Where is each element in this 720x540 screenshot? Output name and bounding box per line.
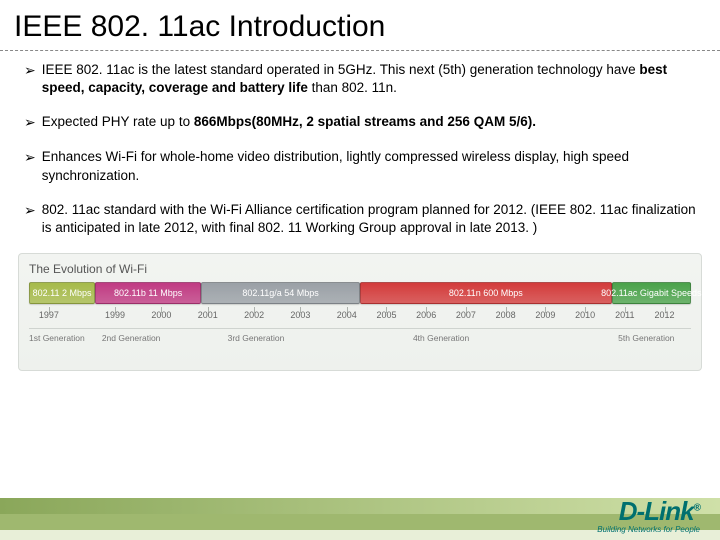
year-label: 2006 — [416, 310, 436, 320]
bullet-item: ➢Enhances Wi-Fi for whole-home video dis… — [24, 148, 696, 184]
generation-label: 3rd Generation — [228, 333, 285, 343]
timeline-bar: 802.11n 600 Mbps — [360, 282, 612, 304]
bullet-arrow-icon: ➢ — [24, 61, 36, 97]
year-label: 2011 — [615, 310, 634, 320]
timeline-generations: 1st Generation 2nd Generation 3rd Generati… — [29, 328, 691, 342]
bullet-arrow-icon: ➢ — [24, 148, 36, 184]
year-label: 2010 — [575, 310, 595, 320]
bullet-item: ➢802. 11ac standard with the Wi-Fi Allia… — [24, 201, 696, 237]
year-label: 2009 — [535, 310, 555, 320]
bullet-text: Expected PHY rate up to 866Mbps(80MHz, 2… — [42, 113, 696, 132]
year-label: 2003 — [290, 310, 310, 320]
timeline-card: The Evolution of Wi-Fi 802.11 2 Mbps802.… — [18, 253, 702, 371]
year-label: 2000 — [151, 310, 171, 320]
timeline-bar: 802.11b 11 Mbps — [95, 282, 201, 304]
generation-label: 1st Generation — [29, 333, 85, 343]
year-label: 1999 — [105, 310, 125, 320]
footer: D-Link® Building Networks for People — [0, 488, 720, 540]
generation-label: 4th Generation — [413, 333, 469, 343]
bullet-list: ➢IEEE 802. 11ac is the latest standard o… — [0, 51, 720, 237]
timeline-bar: 802.11ac Gigabit Speeds — [612, 282, 691, 304]
bullet-text: IEEE 802. 11ac is the latest standard op… — [42, 61, 696, 97]
year-label: 2005 — [376, 310, 396, 320]
year-label: 2012 — [655, 310, 675, 320]
bullet-text: 802. 11ac standard with the Wi-Fi Allian… — [42, 201, 696, 237]
brand-name: D-Link® — [597, 496, 700, 527]
generation-label: 2nd Generation — [102, 333, 161, 343]
bullet-item: ➢ Expected PHY rate up to 866Mbps(80MHz, … — [24, 113, 696, 132]
year-label: 2004 — [337, 310, 357, 320]
bullet-item: ➢IEEE 802. 11ac is the latest standard o… — [24, 61, 696, 97]
timeline-bars: 802.11 2 Mbps802.11b 11 Mbps802.11g/a 54… — [29, 282, 691, 306]
brand-logo: D-Link® Building Networks for People — [597, 496, 700, 534]
bullet-text: Enhances Wi-Fi for whole-home video dist… — [42, 148, 696, 184]
bullet-arrow-icon: ➢ — [24, 201, 36, 237]
page-title: IEEE 802. 11ac Introduction — [0, 0, 720, 44]
year-label: 2008 — [496, 310, 516, 320]
year-label: 1997 — [39, 310, 59, 320]
brand-tagline: Building Networks for People — [597, 525, 700, 534]
generation-label: 5th Generation — [618, 333, 674, 343]
year-label: 2007 — [456, 310, 476, 320]
timeline-bar: 802.11 2 Mbps — [29, 282, 95, 304]
timeline-title: The Evolution of Wi-Fi — [29, 262, 691, 276]
year-label: 2002 — [244, 310, 264, 320]
timeline-bar: 802.11g/a 54 Mbps — [201, 282, 360, 304]
year-label: 2001 — [198, 310, 218, 320]
timeline-years: 1997 1999 2000 2001 2002 2003 2004 2005 2006 2007… — [29, 310, 691, 326]
bullet-arrow-icon: ➢ — [24, 113, 36, 132]
